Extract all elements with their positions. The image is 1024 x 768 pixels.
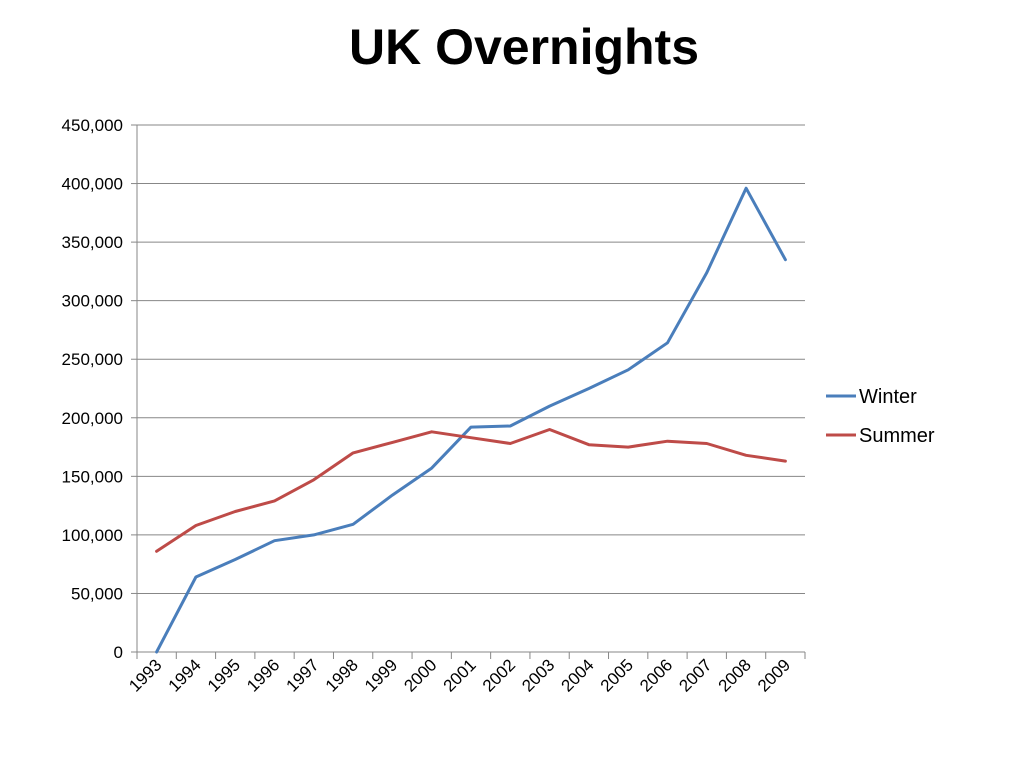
x-tick-label: 2003 xyxy=(518,655,558,695)
x-tick-label: 1997 xyxy=(282,655,322,695)
y-tick-label: 0 xyxy=(114,643,123,662)
x-tick-label: 1993 xyxy=(125,655,165,695)
x-tick-label: 1994 xyxy=(165,655,205,695)
gridlines xyxy=(137,124,805,594)
y-tick-label: 150,000 xyxy=(62,467,123,486)
chart-title: UK Overnights xyxy=(348,19,700,75)
y-tick-label: 350,000 xyxy=(62,233,123,252)
x-tick-label: 2006 xyxy=(636,655,676,695)
y-tick-label: 450,000 xyxy=(62,116,123,135)
y-tick-label: 250,000 xyxy=(62,350,123,369)
series-line-summer xyxy=(155,428,787,553)
x-tick-label: 2000 xyxy=(400,655,440,695)
x-tick-label: 1999 xyxy=(361,655,401,695)
legend-label-summer: Summer xyxy=(859,425,935,447)
x-tick-label: 1998 xyxy=(322,655,362,695)
x-tick-label: 2002 xyxy=(479,655,519,695)
x-tick-label: 2001 xyxy=(440,655,480,695)
x-tick-label: 2007 xyxy=(675,655,715,695)
x-tick-label: 1995 xyxy=(204,655,244,695)
series-lines xyxy=(155,186,787,654)
y-tick-label: 300,000 xyxy=(62,292,123,311)
y-tick-label: 50,000 xyxy=(71,584,123,603)
x-tick-label: 2009 xyxy=(754,655,794,695)
x-tick-label: 2004 xyxy=(558,655,598,695)
x-tick-label: 1996 xyxy=(243,655,283,695)
y-tick-label: 400,000 xyxy=(62,175,123,194)
series-line-winter xyxy=(155,186,787,654)
x-tick-label: 2008 xyxy=(715,655,755,695)
x-tick-label: 2005 xyxy=(597,655,637,695)
axes: 0 50,000 100,000 150,000 200,000 250,000 300,0… xyxy=(62,116,806,696)
legend: Winter Summer xyxy=(826,386,935,447)
legend-label-winter: Winter xyxy=(859,386,917,408)
y-tick-label: 100,000 xyxy=(62,526,123,545)
y-tick-label: 200,000 xyxy=(62,409,123,428)
